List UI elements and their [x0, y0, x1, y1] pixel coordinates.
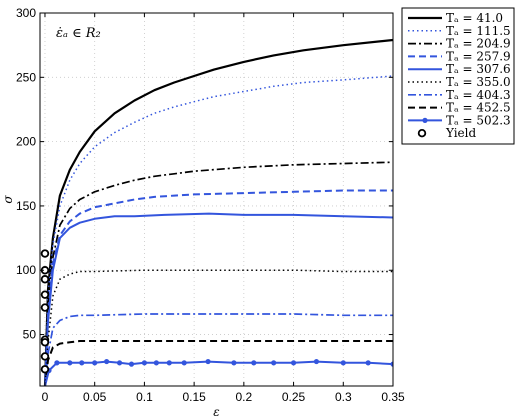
series-point: [116, 360, 123, 366]
legend-entry-label: Tₐ = 257.9: [446, 49, 511, 63]
series-point: [79, 360, 85, 366]
yield-point: [40, 290, 50, 299]
legend-entry-label: Yield: [445, 126, 476, 140]
series-point: [67, 360, 73, 366]
axis-ticks: 0 0.05 0.1 0.15 0.2 0.25 0.3 0.35 50 100 150 200 250…: [16, 6, 405, 404]
series-point: [271, 360, 277, 366]
yield-point: [40, 275, 50, 284]
x-tick-label: 0.35: [381, 390, 405, 404]
legend-entry-label: Tₐ = 502.3: [446, 113, 511, 127]
yield-point: [40, 303, 50, 312]
series-point: [92, 360, 98, 366]
legend-entry-label: Tₐ = 204.9: [446, 37, 511, 51]
series-line-3: [44, 161, 393, 386]
x-tick-label: 0.2: [236, 390, 253, 404]
x-tick-label: 0.15: [182, 390, 206, 404]
series-line-2: [44, 75, 393, 386]
series-line-1: [43, 38, 393, 386]
yield-point: [40, 338, 50, 347]
legend-entry-label: Tₐ = 452.5: [446, 101, 511, 115]
series-point: [313, 358, 320, 365]
legend: Tₐ = 41.0Tₐ = 111.5Tₐ = 204.9Tₐ = 257.9T…: [401, 7, 515, 145]
legend-entry-label: Tₐ = 41.0: [446, 11, 503, 25]
series-point: [141, 360, 148, 366]
legend-marker: [422, 117, 428, 123]
yield-markers: [40, 249, 50, 374]
legend-entry-label: Tₐ = 404.3: [446, 88, 511, 102]
yield-point: [40, 365, 50, 374]
series-point: [231, 360, 237, 366]
yield-point: [40, 249, 50, 258]
legend-entry-label: Tₐ = 355.0: [446, 75, 511, 89]
y-tick-label: 150: [16, 199, 36, 213]
series-point: [128, 361, 135, 367]
x-tick-label: 0.25: [282, 390, 306, 404]
series-point: [290, 360, 297, 366]
series-point: [166, 360, 172, 366]
series-point: [54, 360, 60, 366]
x-axis-label: ε: [213, 405, 219, 419]
y-tick-label: 100: [16, 263, 36, 277]
legend-yield-marker: [417, 128, 427, 138]
y-tick-label: 250: [16, 70, 36, 84]
chart-annotation: ε̇ₐ ∈ R₂: [56, 26, 101, 41]
series-point: [340, 360, 346, 366]
x-tick-label: 0: [42, 390, 49, 404]
x-tick-label: 0.3: [335, 390, 352, 404]
series-point: [181, 360, 187, 366]
series-point: [153, 360, 159, 366]
series-point: [365, 360, 371, 366]
series-point: [251, 360, 257, 366]
plot-frame: [39, 12, 394, 387]
x-tick-label: 0.1: [136, 390, 153, 404]
legend-entry-label: Tₐ = 111.5: [446, 24, 511, 38]
y-axis-label: σ: [1, 195, 15, 204]
yield-point: [40, 352, 50, 361]
series-point: [390, 361, 393, 367]
series-point: [205, 358, 211, 365]
series-line-8: [44, 340, 393, 386]
x-tick-label: 0.05: [83, 390, 107, 404]
y-tick-label: 50: [23, 328, 37, 342]
y-tick-label: 300: [16, 6, 36, 20]
series-line-9: [44, 360, 393, 386]
y-tick-label: 200: [16, 135, 36, 149]
series-layer: [43, 38, 393, 386]
legend-entry-label: Tₐ = 307.6: [446, 62, 511, 76]
series-line-5: [44, 212, 393, 386]
series-point: [104, 358, 110, 365]
series-line-6: [44, 269, 393, 386]
